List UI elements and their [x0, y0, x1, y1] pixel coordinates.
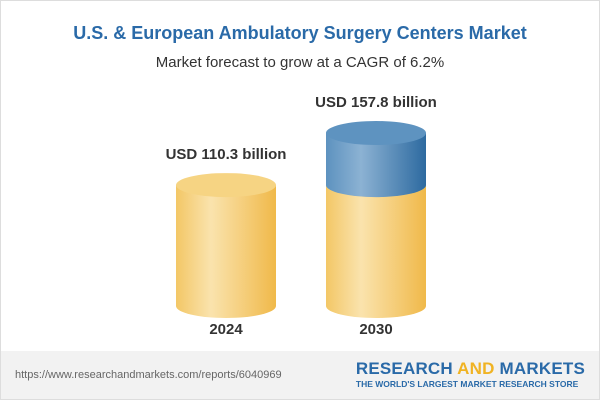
chart-subtitle: Market forecast to grow at a CAGR of 6.2…: [155, 54, 445, 71]
research-and-markets-logo: RESEARCH AND MARKETS THE WORLD'S LARGEST…: [355, 359, 585, 389]
bar-2024-body: [176, 185, 276, 318]
chart-area: USD 110.3 billion 2024 USD 157.8 billion 20…: [166, 94, 437, 338]
footer: https://www.researchandmarkets.com/repor…: [1, 351, 599, 399]
source-url[interactable]: https://www.researchandmarkets.com/repor…: [15, 369, 282, 381]
bar-2030-base-body: [326, 185, 426, 318]
chart-title: U.S. & European Ambulatory Surgery Cente…: [73, 23, 527, 43]
x-tick-label: 2030: [359, 321, 392, 338]
bar-2030-growth-top: [326, 121, 426, 145]
bar-2024-top: [176, 173, 276, 198]
data-label: USD 157.8 billion: [315, 94, 437, 111]
bar-2030-growth-body: [326, 133, 426, 198]
data-label: USD 110.3 billion: [166, 146, 287, 163]
x-tick-label: 2024: [209, 321, 243, 338]
